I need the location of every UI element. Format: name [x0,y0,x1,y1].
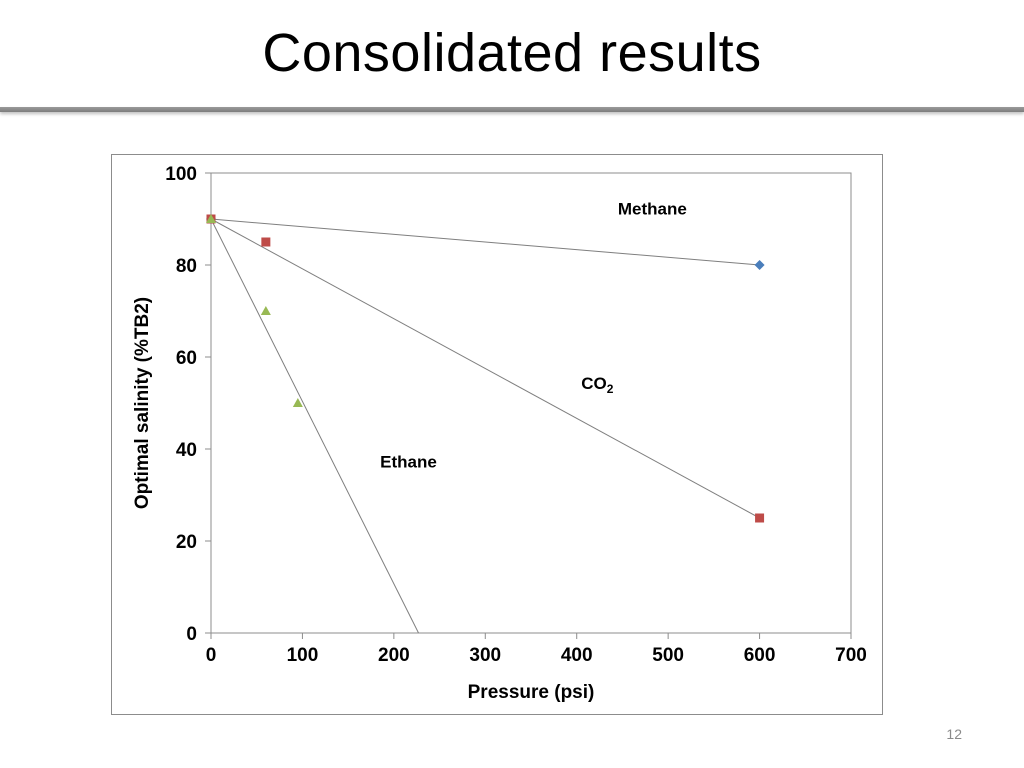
x-tick-label: 700 [835,645,867,666]
series-label-subscript: 2 [607,382,614,396]
fit-line [210,218,419,634]
series-label-text: Ethane [380,452,437,471]
data-point [754,260,765,270]
series-labels: Methane CO2 Ethane [380,199,687,471]
slide-title: Consolidated results [262,23,762,83]
x-tick-label: 0 [206,645,217,666]
chart-frame: 0 100 200 300 400 500 600 700 0 20 40 60 80 100 Metha… [111,154,883,715]
x-tick-label: 300 [469,645,501,666]
y-tick-label: 60 [176,348,197,369]
x-tick-label: 400 [561,645,593,666]
series-label: CO2 [581,374,614,396]
series-label-text: Methane [618,199,687,218]
y-tick-label: 20 [176,532,197,553]
data-point [755,513,765,523]
x-tick-label: 100 [287,645,319,666]
data-markers [206,214,765,523]
data-point [206,214,216,223]
fit-line [210,218,760,519]
fit-line [210,218,760,266]
scatter-chart: 0 100 200 300 400 500 600 700 0 20 40 60 80 100 Metha… [132,164,867,703]
series-label-text: CO [581,374,607,393]
y-tick-label: 100 [165,164,197,185]
page-number: 12 [946,726,962,742]
axis-ticks: 0 100 200 300 400 500 600 700 0 20 40 60 80 100 [165,164,867,666]
title-divider [0,107,1024,112]
data-point [260,306,271,315]
x-tick-label: 500 [652,645,684,666]
data-point [261,237,271,247]
x-axis-label: Pressure (psi) [468,682,595,703]
plot-area [210,172,852,634]
fit-lines [210,218,760,634]
y-tick-label: 80 [176,256,197,277]
y-tick-label: 0 [186,624,197,645]
y-axis-label: Optimal salinity (%TB2) [132,297,153,509]
x-tick-label: 200 [378,645,410,666]
y-tick-label: 40 [176,440,197,461]
data-point [292,398,303,407]
x-tick-label: 600 [744,645,776,666]
series-label: Ethane [380,452,437,471]
series-label: Methane [618,199,687,218]
